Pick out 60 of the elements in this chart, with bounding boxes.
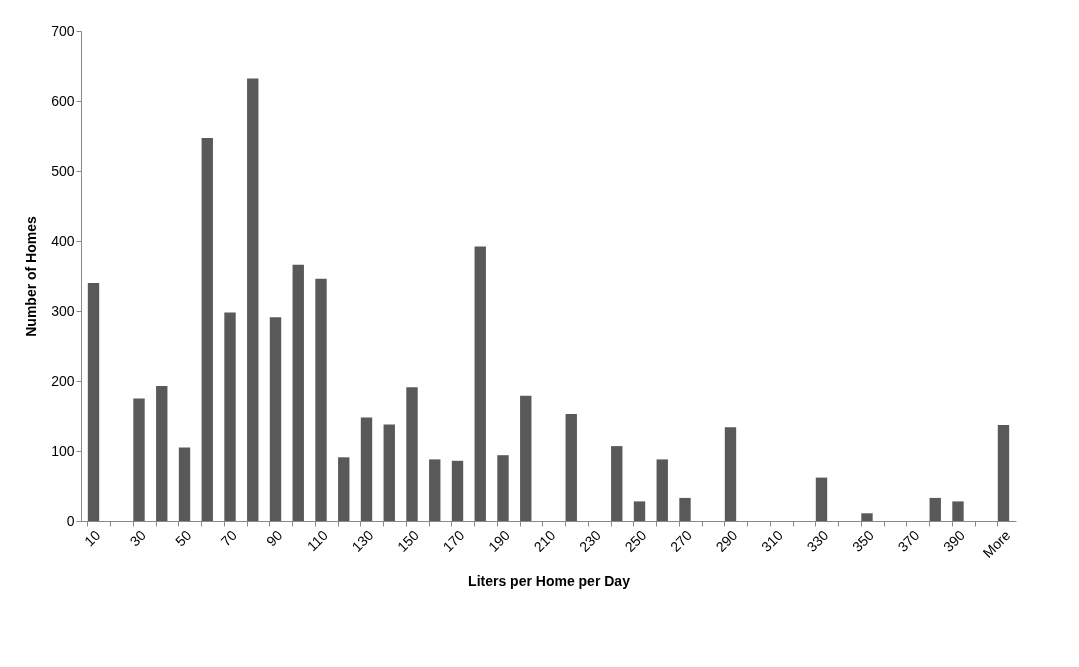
- x-tick-label: 310: [758, 526, 787, 555]
- x-tick-label: 290: [712, 526, 741, 555]
- y-tick-label: 100: [51, 442, 75, 459]
- y-tick-label: 500: [51, 162, 75, 179]
- bar: [474, 246, 486, 521]
- x-tick-label: 370: [894, 526, 923, 555]
- x-tick-label: 90: [263, 526, 286, 550]
- x-tick-label: 210: [530, 526, 559, 555]
- x-tick-label: 30: [126, 526, 150, 550]
- x-tick-label: 390: [940, 526, 969, 555]
- y-tick-label: 200: [51, 372, 75, 389]
- bar: [633, 501, 646, 521]
- y-axis-title: Number of Homes: [23, 216, 40, 337]
- x-tick-label: 170: [439, 526, 468, 555]
- bar: [815, 477, 828, 521]
- bar: [929, 497, 941, 521]
- x-tick-label: 350: [849, 526, 878, 555]
- bar: [611, 446, 623, 521]
- x-tick-label: 330: [803, 526, 832, 555]
- x-tick-label: 250: [621, 526, 650, 555]
- bar: [156, 385, 168, 521]
- bar: [451, 460, 464, 521]
- bar: [861, 513, 873, 521]
- bar: [338, 457, 350, 521]
- y-tick-label: 600: [51, 92, 75, 109]
- bar: [292, 264, 304, 521]
- y-tick-label: 0: [66, 512, 75, 529]
- bar: [656, 459, 668, 521]
- y-tick-label: 400: [51, 232, 75, 249]
- bar: [178, 447, 191, 521]
- x-tick-label: 230: [576, 526, 605, 555]
- bar: [269, 317, 282, 521]
- bar: [429, 459, 441, 521]
- x-axis-title: Liters per Home per Day: [468, 572, 631, 589]
- bar: [133, 398, 145, 521]
- bar: [224, 312, 236, 521]
- bar: [679, 497, 691, 521]
- bar: [383, 424, 395, 521]
- bar: [952, 501, 964, 521]
- bar: [406, 387, 418, 521]
- bar: [565, 413, 577, 521]
- bar: [724, 427, 737, 521]
- x-tick-label: 70: [217, 526, 241, 550]
- x-tick-label: 190: [485, 526, 514, 555]
- bar: [360, 417, 373, 521]
- x-tick-label: 150: [394, 526, 423, 555]
- x-tick-label: 110: [303, 526, 332, 555]
- y-tick-label: 700: [51, 22, 75, 39]
- bar: [520, 395, 532, 521]
- x-tick-label: 270: [667, 526, 696, 555]
- bar: [997, 425, 1010, 521]
- x-tick-label: 50: [172, 526, 195, 550]
- y-tick-label: 300: [51, 302, 75, 319]
- bar: [497, 455, 509, 521]
- x-tick-label: 10: [81, 526, 104, 550]
- bar: [87, 283, 100, 521]
- bar: [201, 138, 213, 521]
- bar: [315, 278, 327, 521]
- x-tick-label: 130: [348, 526, 377, 555]
- bar: [247, 78, 259, 521]
